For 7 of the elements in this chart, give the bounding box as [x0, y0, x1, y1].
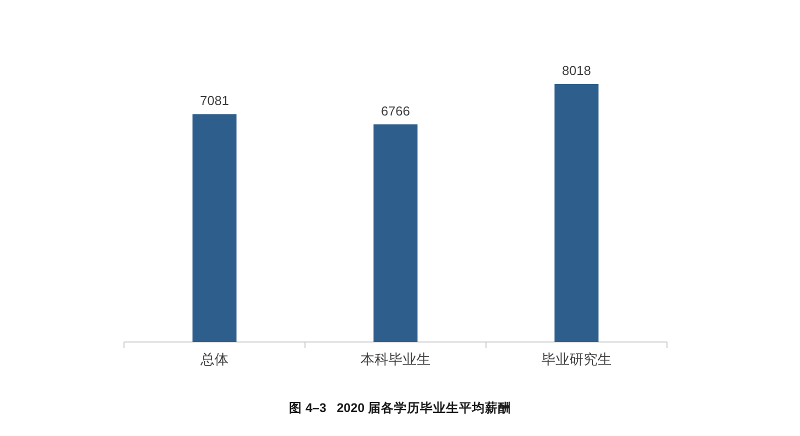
text: 图 4–3 2020 届各学历毕业生平均薪酬 — [288, 400, 512, 415]
data-label: 6766 — [381, 103, 410, 118]
x-tick-label: 总体 — [200, 351, 228, 367]
data-label: 8018 — [562, 63, 591, 78]
data-label: 7081 — [200, 93, 229, 108]
x-tick-label: 本科毕业生 — [360, 351, 430, 367]
x-tick-label: 毕业研究生 — [542, 351, 612, 367]
